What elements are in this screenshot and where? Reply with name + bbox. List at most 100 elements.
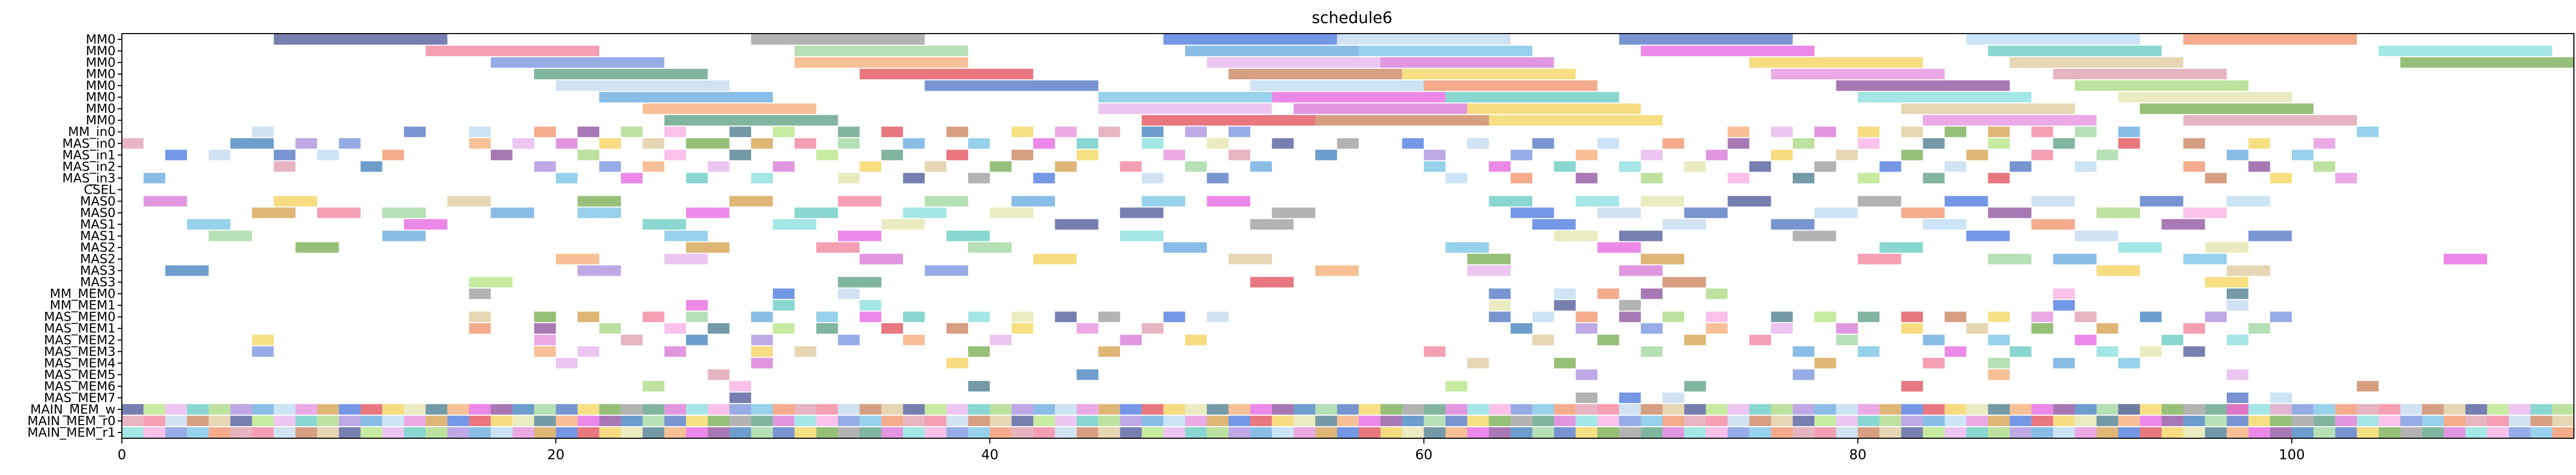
task-bar-main-mem-r1-t74 bbox=[1727, 427, 1750, 438]
task-bar-mm0-17 bbox=[1380, 57, 1554, 68]
task-bar-mas0-215 bbox=[2227, 196, 2270, 207]
task-bar-main-mem-w-t70 bbox=[1640, 404, 1663, 415]
task-bar-main-mem-r1-t12 bbox=[382, 427, 404, 438]
task-bar-main-mem-r0-t101 bbox=[2313, 415, 2335, 426]
task-bar-mm0-8 bbox=[794, 46, 969, 57]
task-bar-mas3-288 bbox=[2096, 265, 2140, 276]
task-bar-main-mem-r1-t11 bbox=[360, 427, 382, 438]
y-tick-label: MAS0 bbox=[80, 194, 116, 208]
task-bar-main-mem-r0-t43 bbox=[1055, 415, 1077, 426]
task-bar-mm0-28 bbox=[925, 80, 1098, 91]
task-bar-main-mem-r1-t42 bbox=[1033, 427, 1055, 438]
task-bar-mas-in1-122 bbox=[577, 150, 599, 161]
task-bar-mas-mem2-378 bbox=[1185, 334, 1207, 345]
task-bar-mas-mem2-370 bbox=[534, 334, 556, 345]
task-bar-main-mem-r1-t95 bbox=[2183, 427, 2205, 438]
task-bar-mm0-29 bbox=[1250, 80, 1424, 91]
task-bar-mm-in0-71 bbox=[1814, 126, 1836, 138]
task-bar-mas-in3-188 bbox=[1640, 173, 1663, 184]
task-bar-mas-in2-167 bbox=[1879, 161, 1902, 172]
task-bar-main-mem-r1-t112 bbox=[2552, 427, 2574, 438]
task-bar-main-mem-w-t39 bbox=[968, 404, 990, 415]
task-bar-main-mem-w-t34 bbox=[859, 404, 881, 415]
task-bar-main-mem-w-t2 bbox=[165, 404, 187, 415]
task-bar-mm0-15 bbox=[794, 57, 969, 68]
task-bar-mm-mem0-297 bbox=[838, 288, 860, 299]
task-bar-mas-in2-152 bbox=[773, 161, 795, 172]
task-bar-main-mem-r0-t32 bbox=[816, 415, 838, 426]
task-bar-mas-in3-179 bbox=[838, 173, 860, 184]
task-bar-main-mem-w-t33 bbox=[838, 404, 860, 415]
task-bar-mm-in0-74 bbox=[1945, 126, 1967, 138]
task-bar-mas-mem0-333 bbox=[1706, 311, 1728, 322]
y-tick-label: MM_MEM0 bbox=[50, 287, 116, 301]
task-bar-main-mem-w-t60 bbox=[1424, 404, 1446, 415]
task-bar-main-mem-r1-t3 bbox=[186, 427, 209, 438]
task-bar-main-mem-r1-t53 bbox=[1272, 427, 1294, 438]
task-bar-mas-mem0-331 bbox=[1619, 311, 1641, 322]
task-bar-main-mem-r1-t73 bbox=[1706, 427, 1728, 438]
task-bar-mas1-245 bbox=[1923, 219, 1967, 230]
task-bar-mas-mem2-377 bbox=[1120, 334, 1142, 345]
task-bar-mm0-44 bbox=[2139, 103, 2314, 114]
task-bar-main-mem-r0-t31 bbox=[794, 415, 816, 426]
task-bar-mm0-48 bbox=[1489, 115, 1663, 126]
task-bar-mas3-294 bbox=[2205, 277, 2249, 288]
task-bar-main-mem-r1-t93 bbox=[2139, 427, 2162, 438]
task-bar-main-mem-w-t61 bbox=[1445, 404, 1468, 415]
task-bar-main-mem-r1-t63 bbox=[1489, 427, 1511, 438]
task-bar-main-mem-r0-t49 bbox=[1185, 415, 1207, 426]
task-bar-main-mem-r0-t98 bbox=[2248, 415, 2270, 426]
task-bar-mas-in3-196 bbox=[2335, 173, 2357, 184]
y-tick-label: MAS_MEM1 bbox=[44, 321, 116, 336]
task-bar-main-mem-r1-t0 bbox=[122, 427, 144, 438]
task-bar-mas0-234 bbox=[2183, 207, 2227, 218]
task-bar-main-mem-r0-t100 bbox=[2291, 415, 2314, 426]
task-bar-main-mem-w-t42 bbox=[1033, 404, 1055, 415]
task-bar-mas-mem0-324 bbox=[1055, 311, 1077, 322]
task-bar-mas-mem1-361 bbox=[1771, 323, 1793, 334]
task-bar-mas-mem0-318 bbox=[751, 311, 773, 322]
task-bar-mas-mem5-420 bbox=[1988, 369, 2010, 380]
task-bar-mas-in0-100 bbox=[1337, 138, 1359, 149]
task-bar-mas0-208 bbox=[1575, 196, 1619, 207]
task-bar-mas3-290 bbox=[469, 277, 513, 288]
y-axis-labels: MM0MM0MM0MM0MM0MM0MM0MM0MM_in0MAS_in0MAS… bbox=[27, 32, 122, 440]
task-bar-mas-in1-145 bbox=[2291, 150, 2314, 161]
task-bar-mas-in3-187 bbox=[1575, 173, 1598, 184]
task-bar-mas0-220 bbox=[577, 207, 621, 218]
task-bar-main-mem-r1-t55 bbox=[1315, 427, 1337, 438]
task-bar-mas2-262 bbox=[816, 242, 860, 253]
task-bar-mm-mem1-305 bbox=[686, 300, 708, 311]
task-bar-main-mem-r1-t57 bbox=[1358, 427, 1380, 438]
task-bar-main-mem-r1-t67 bbox=[1575, 427, 1598, 438]
y-tick-label: MAS1 bbox=[80, 217, 116, 231]
task-bar-main-mem-r0-t24 bbox=[642, 415, 664, 426]
task-bar-main-mem-w-t62 bbox=[1467, 404, 1489, 415]
task-bar-main-mem-w-t10 bbox=[339, 404, 361, 415]
task-bar-main-mem-r1-t4 bbox=[209, 427, 231, 438]
task-bar-mas-in2-154 bbox=[925, 161, 947, 172]
task-bar-main-mem-r1-t21 bbox=[577, 427, 599, 438]
task-bar-mm-in0-73 bbox=[1901, 126, 1923, 138]
task-bar-mas2-279 bbox=[2053, 254, 2097, 265]
task-bar-mas-mem3-392 bbox=[664, 346, 687, 357]
task-bar-mm-in0-76 bbox=[2031, 126, 2053, 138]
task-bar-mm0-49 bbox=[1923, 115, 2097, 126]
task-bar-main-mem-w-t51 bbox=[1228, 404, 1251, 415]
task-bar-main-mem-r0-t64 bbox=[1510, 415, 1533, 426]
task-bar-main-mem-r0-t88 bbox=[2031, 415, 2053, 426]
task-bar-mas-mem5-416 bbox=[708, 369, 730, 380]
task-bar-main-mem-r0-t40 bbox=[990, 415, 1012, 426]
task-bar-mas3-289 bbox=[2227, 265, 2270, 276]
task-bar-main-mem-w-t35 bbox=[881, 404, 903, 415]
y-tick-label: MM0 bbox=[86, 101, 116, 116]
task-bar-mm0-21 bbox=[534, 69, 708, 80]
task-bar-mas-in2-165 bbox=[1749, 161, 1771, 172]
task-bar-mas-in2-164 bbox=[1684, 161, 1706, 172]
task-bar-main-mem-w-t57 bbox=[1358, 404, 1380, 415]
task-bar-mas-in3-176 bbox=[621, 173, 643, 184]
task-bar-main-mem-r0-t96 bbox=[2205, 415, 2227, 426]
task-bar-mas1-247 bbox=[2162, 219, 2205, 230]
y-tick-label: MAS_in1 bbox=[62, 147, 116, 162]
